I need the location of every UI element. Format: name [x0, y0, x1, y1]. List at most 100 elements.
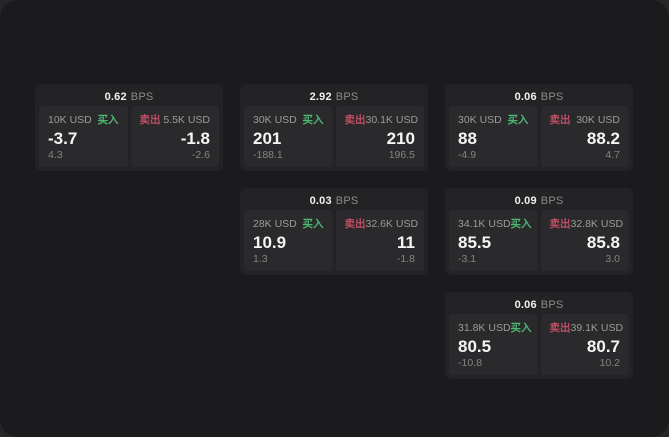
buy-notional: 28K USD: [253, 218, 297, 230]
buy-tile-header: 10K USD 买入: [48, 114, 119, 126]
quote-card: 2.92 BPS 30K USD 买入 201 -188.1 卖出 30.1K …: [240, 84, 428, 171]
quote-tiles: 34.1K USD 买入 85.5 -3.1 卖出 32.8K USD 85.8…: [449, 210, 629, 271]
buy-side-label: 买入: [510, 218, 532, 230]
sell-side-label: 卖出: [139, 114, 161, 126]
quote-card: 0.03 BPS 28K USD 买入 10.9 1.3 卖出 32.6K US…: [240, 188, 428, 275]
sell-price: 210: [386, 129, 415, 148]
buy-notional: 31.8K USD: [458, 322, 511, 334]
buy-notional: 30K USD: [253, 114, 297, 126]
sell-notional: 30.1K USD: [365, 114, 419, 126]
sell-quote-tile[interactable]: 卖出 30K USD 88.2 4.7: [540, 106, 629, 167]
buy-price: 80.5: [458, 337, 492, 356]
buy-quote-tile[interactable]: 34.1K USD 买入 85.5 -3.1: [449, 210, 538, 271]
sell-price: 85.8: [586, 233, 620, 252]
quote-tiles: 10K USD 买入 -3.7 4.3 卖出 5.5K USD -1.8 -2.…: [39, 106, 219, 167]
sell-notional: 32.6K USD: [365, 218, 419, 230]
quote-tiles: 30K USD 买入 201 -188.1 卖出 30.1K USD 210 1…: [244, 106, 424, 167]
sell-notional: 32.8K USD: [570, 218, 624, 230]
quote-card: 0.62 BPS 10K USD 买入 -3.7 4.3 卖出 5.5K USD…: [35, 84, 223, 171]
sell-tile-header: 卖出 30.1K USD: [344, 114, 419, 126]
bps-value: 0.06: [514, 299, 537, 311]
bps-unit-label: BPS: [540, 195, 564, 207]
buy-delta: 1.3: [253, 253, 268, 265]
bps-spread-header: 0.06 BPS: [449, 296, 629, 314]
sell-delta: 3.0: [605, 253, 620, 265]
buy-price: 88: [458, 129, 477, 148]
bps-value: 0.09: [514, 195, 537, 207]
buy-notional: 34.1K USD: [458, 218, 511, 230]
buy-price: -3.7: [48, 129, 78, 148]
buy-quote-tile[interactable]: 31.8K USD 买入 80.5 -10.8: [449, 314, 538, 375]
buy-side-label: 买入: [507, 114, 529, 126]
sell-delta: 4.7: [605, 149, 620, 161]
buy-quote-tile[interactable]: 30K USD 买入 88 -4.9: [449, 106, 538, 167]
quote-card: 0.06 BPS 30K USD 买入 88 -4.9 卖出 30K USD 8…: [445, 84, 633, 171]
quote-tiles: 30K USD 买入 88 -4.9 卖出 30K USD 88.2 4.7: [449, 106, 629, 167]
sell-side-label: 卖出: [344, 218, 366, 230]
buy-tile-header: 31.8K USD 买入: [458, 322, 532, 334]
quote-card-grid: 0.62 BPS 10K USD 买入 -3.7 4.3 卖出 5.5K USD…: [35, 84, 633, 379]
sell-tile-header: 卖出 32.6K USD: [344, 218, 419, 230]
buy-side-label: 买入: [302, 218, 324, 230]
sell-price: 11: [397, 233, 415, 252]
bps-unit-label: BPS: [335, 195, 359, 207]
sell-price: -1.8: [180, 129, 210, 148]
buy-price: 201: [253, 129, 282, 148]
quote-tiles: 31.8K USD 买入 80.5 -10.8 卖出 39.1K USD 80.…: [449, 314, 629, 375]
sell-delta: -1.8: [396, 253, 415, 265]
buy-delta: -3.1: [458, 253, 477, 265]
sell-price: 88.2: [586, 129, 620, 148]
bps-value: 0.03: [309, 195, 332, 207]
sell-tile-header: 卖出 39.1K USD: [549, 322, 624, 334]
quote-card: 0.06 BPS 31.8K USD 买入 80.5 -10.8 卖出 39.1…: [445, 292, 633, 379]
bps-unit-label: BPS: [335, 91, 359, 103]
quote-card: 0.09 BPS 34.1K USD 买入 85.5 -3.1 卖出 32.8K…: [445, 188, 633, 275]
buy-tile-header: 30K USD 买入: [458, 114, 529, 126]
sell-delta: 10.2: [599, 357, 620, 369]
buy-tile-header: 30K USD 买入: [253, 114, 324, 126]
buy-delta: -188.1: [253, 149, 283, 161]
bps-spread-header: 0.03 BPS: [244, 192, 424, 210]
buy-quote-tile[interactable]: 30K USD 买入 201 -188.1: [244, 106, 333, 167]
sell-quote-tile[interactable]: 卖出 39.1K USD 80.7 10.2: [540, 314, 629, 375]
buy-side-label: 买入: [302, 114, 324, 126]
buy-side-label: 买入: [97, 114, 119, 126]
bps-spread-header: 0.62 BPS: [39, 88, 219, 106]
buy-delta: -4.9: [458, 149, 477, 161]
buy-price: 85.5: [458, 233, 492, 252]
buy-quote-tile[interactable]: 28K USD 买入 10.9 1.3: [244, 210, 333, 271]
bps-value: 2.92: [309, 91, 332, 103]
buy-delta: 4.3: [48, 149, 63, 161]
sell-quote-tile[interactable]: 卖出 30.1K USD 210 196.5: [335, 106, 424, 167]
sell-side-label: 卖出: [549, 218, 571, 230]
quote-tiles: 28K USD 买入 10.9 1.3 卖出 32.6K USD 11 -1.8: [244, 210, 424, 271]
sell-side-label: 卖出: [549, 114, 571, 126]
buy-notional: 30K USD: [458, 114, 502, 126]
sell-side-label: 卖出: [549, 322, 571, 334]
buy-side-label: 买入: [510, 322, 532, 334]
bps-spread-header: 0.06 BPS: [449, 88, 629, 106]
sell-delta: -2.6: [191, 149, 210, 161]
sell-notional: 39.1K USD: [570, 322, 624, 334]
buy-price: 10.9: [253, 233, 287, 252]
sell-side-label: 卖出: [344, 114, 366, 126]
sell-tile-header: 卖出 30K USD: [550, 114, 621, 126]
buy-tile-header: 34.1K USD 买入: [458, 218, 532, 230]
bps-value: 0.06: [514, 91, 537, 103]
buy-delta: -10.8: [458, 357, 482, 369]
sell-tile-header: 卖出 5.5K USD: [140, 114, 211, 126]
sell-quote-tile[interactable]: 卖出 32.6K USD 11 -1.8: [335, 210, 424, 271]
bps-unit-label: BPS: [540, 299, 564, 311]
bps-spread-header: 0.09 BPS: [449, 192, 629, 210]
bps-value: 0.62: [104, 91, 127, 103]
sell-quote-tile[interactable]: 卖出 32.8K USD 85.8 3.0: [540, 210, 629, 271]
sell-notional: 30K USD: [576, 114, 620, 126]
bps-unit-label: BPS: [540, 91, 564, 103]
bps-spread-header: 2.92 BPS: [244, 88, 424, 106]
sell-price: 80.7: [586, 337, 620, 356]
buy-quote-tile[interactable]: 10K USD 买入 -3.7 4.3: [39, 106, 128, 167]
buy-notional: 10K USD: [48, 114, 92, 126]
sell-tile-header: 卖出 32.8K USD: [549, 218, 624, 230]
sell-quote-tile[interactable]: 卖出 5.5K USD -1.8 -2.6: [130, 106, 219, 167]
